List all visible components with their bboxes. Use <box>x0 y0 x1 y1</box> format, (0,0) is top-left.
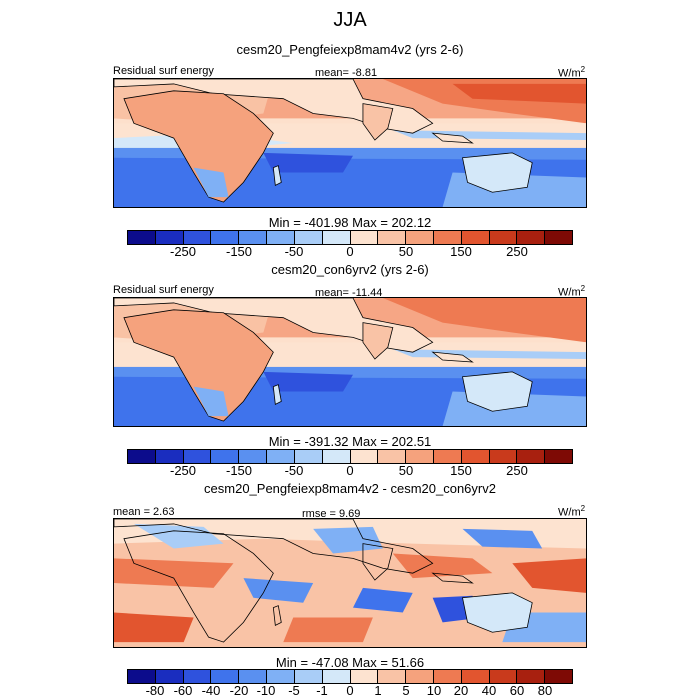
panel-3-colorbar-swatch <box>405 670 433 683</box>
colorbar-tick-label: -80 <box>145 683 165 698</box>
colorbar-tick-label: -40 <box>201 683 221 698</box>
panel-3-colorbar-swatch <box>432 670 461 683</box>
panel-2-colorbar-swatch <box>460 450 489 463</box>
panel-1-colorbar-swatch <box>377 231 406 244</box>
panel-1-colorbar-swatch <box>293 231 322 244</box>
colorbar-tick-label: 50 <box>398 244 414 259</box>
colorbar-tick-label: -150 <box>225 244 253 259</box>
colorbar-tick-label: -1 <box>316 683 328 698</box>
panel-1-colorbar-swatch <box>349 231 378 244</box>
panel-1-colorbar-swatch <box>154 231 183 244</box>
panel-2-colorbar-swatch <box>266 450 294 463</box>
colorbar-tick-label: -60 <box>173 683 193 698</box>
panel-2-colorbar-swatch <box>405 450 433 463</box>
panel-1-map <box>113 78 587 208</box>
panel-1-minmax: Min = -401.98 Max = 202.12 <box>268 215 432 230</box>
panel-3-colorbar-swatch <box>182 670 211 683</box>
panel-1-mean-label: mean= -8.81 <box>315 67 378 79</box>
panel-3-colorbar-swatch <box>154 670 183 683</box>
panel-2-map <box>113 297 587 427</box>
colorbar-tick-label: 250 <box>506 244 528 259</box>
panel-3-map <box>113 518 587 648</box>
colorbar-tick-label: -50 <box>284 244 304 259</box>
panel-2-minmax: Min = -391.32 Max = 202.51 <box>268 434 432 449</box>
colorbar-tick-label: 40 <box>481 683 497 698</box>
panel-3-title: cesm20_Pengfeiexp8mam4v2 - cesm20_con6yr… <box>204 481 496 496</box>
colorbar-tick-label: -250 <box>169 244 197 259</box>
panel-2-colorbar-swatch <box>377 450 406 463</box>
panel-1-colorbar-swatch <box>544 231 572 244</box>
colorbar-tick-label: 0 <box>346 683 354 698</box>
colorbar-tick-label: 0 <box>346 244 354 259</box>
panel-1-colorbar <box>127 230 573 245</box>
colorbar-tick-label: 150 <box>450 463 472 478</box>
colorbar-tick-label: 60 <box>509 683 525 698</box>
panel-2-colorbar <box>127 449 573 464</box>
panel-1-colorbar-swatch <box>516 231 545 244</box>
panel-3-colorbar-swatch <box>349 670 378 683</box>
panel-2-colorbar-swatch <box>432 450 461 463</box>
panel-3-colorbar-swatch <box>266 670 294 683</box>
colorbar-tick-label: 20 <box>453 683 469 698</box>
figure-title: JJA <box>333 9 367 31</box>
panel-3-colorbar-swatch <box>321 670 350 683</box>
colorbar-tick-label: 50 <box>398 463 414 478</box>
colorbar-tick-label: 1 <box>374 683 382 698</box>
colorbar-tick-label: -250 <box>169 463 197 478</box>
panel-1-colorbar-swatch <box>238 231 267 244</box>
panel-3-colorbar <box>127 669 573 684</box>
panel-2-variable-label: Residual surf energy <box>113 284 214 296</box>
panel-2-mean-label: mean= -11.44 <box>315 287 383 299</box>
panel-3-colorbar-swatch <box>238 670 267 683</box>
panel-2-colorbar-swatch <box>488 450 517 463</box>
panel-2-colorbar-swatch <box>128 450 155 463</box>
panel-2-units: W/m2 <box>558 284 586 299</box>
colorbar-tick-label: -20 <box>229 683 249 698</box>
panel-2-colorbar-swatch <box>349 450 378 463</box>
panel-1-colorbar-swatch <box>405 231 433 244</box>
panel-3-colorbar-swatch <box>516 670 545 683</box>
panel-3-rmse-label: rmse = 9.69 <box>302 508 361 520</box>
panel-2-colorbar-swatch <box>210 450 239 463</box>
panel-2-title: cesm20_con6yrv2 (yrs 2-6) <box>271 262 429 277</box>
colorbar-tick-label: -10 <box>256 683 276 698</box>
panel-2-colorbar-swatch <box>544 450 572 463</box>
colorbar-tick-label: -5 <box>288 683 300 698</box>
panel-1-title: cesm20_Pengfeiexp8mam4v2 (yrs 2-6) <box>236 42 464 57</box>
panel-3-colorbar-swatch <box>377 670 406 683</box>
panel-1-units: W/m2 <box>558 65 586 80</box>
panel-3-colorbar-swatch <box>488 670 517 683</box>
colorbar-tick-label: -150 <box>225 463 253 478</box>
panel-1-colorbar-swatch <box>182 231 211 244</box>
panel-3-units: W/m2 <box>558 504 586 519</box>
panel-3-minmax: Min = -47.08 Max = 51.66 <box>275 655 425 670</box>
colorbar-tick-label: 250 <box>506 463 528 478</box>
panel-1-colorbar-swatch <box>460 231 489 244</box>
panel-2-colorbar-swatch <box>154 450 183 463</box>
panel-2-colorbar-swatch <box>182 450 211 463</box>
panel-1-colorbar-swatch <box>266 231 294 244</box>
panel-3-mean-label: mean = 2.63 <box>113 506 175 518</box>
panel-3-colorbar-swatch <box>210 670 239 683</box>
panel-3-colorbar-swatch <box>544 670 572 683</box>
panel-1-colorbar-swatch <box>488 231 517 244</box>
colorbar-tick-label: 5 <box>402 683 410 698</box>
colorbar-tick-label: 80 <box>537 683 553 698</box>
colorbar-tick-label: 0 <box>346 463 354 478</box>
panel-2-colorbar-swatch <box>516 450 545 463</box>
panel-2-colorbar-swatch <box>238 450 267 463</box>
panel-3-colorbar-swatch <box>128 670 155 683</box>
panel-2-colorbar-swatch <box>321 450 350 463</box>
panel-3-colorbar-swatch <box>460 670 489 683</box>
panel-1-colorbar-swatch <box>321 231 350 244</box>
panel-1-variable-label: Residual surf energy <box>113 65 214 77</box>
colorbar-tick-label: 150 <box>450 244 472 259</box>
panel-3-colorbar-swatch <box>293 670 322 683</box>
panel-1-colorbar-swatch <box>210 231 239 244</box>
panel-2-colorbar-swatch <box>293 450 322 463</box>
colorbar-tick-label: 10 <box>426 683 442 698</box>
panel-1-colorbar-swatch <box>432 231 461 244</box>
panel-1-colorbar-swatch <box>128 231 155 244</box>
colorbar-tick-label: -50 <box>284 463 304 478</box>
